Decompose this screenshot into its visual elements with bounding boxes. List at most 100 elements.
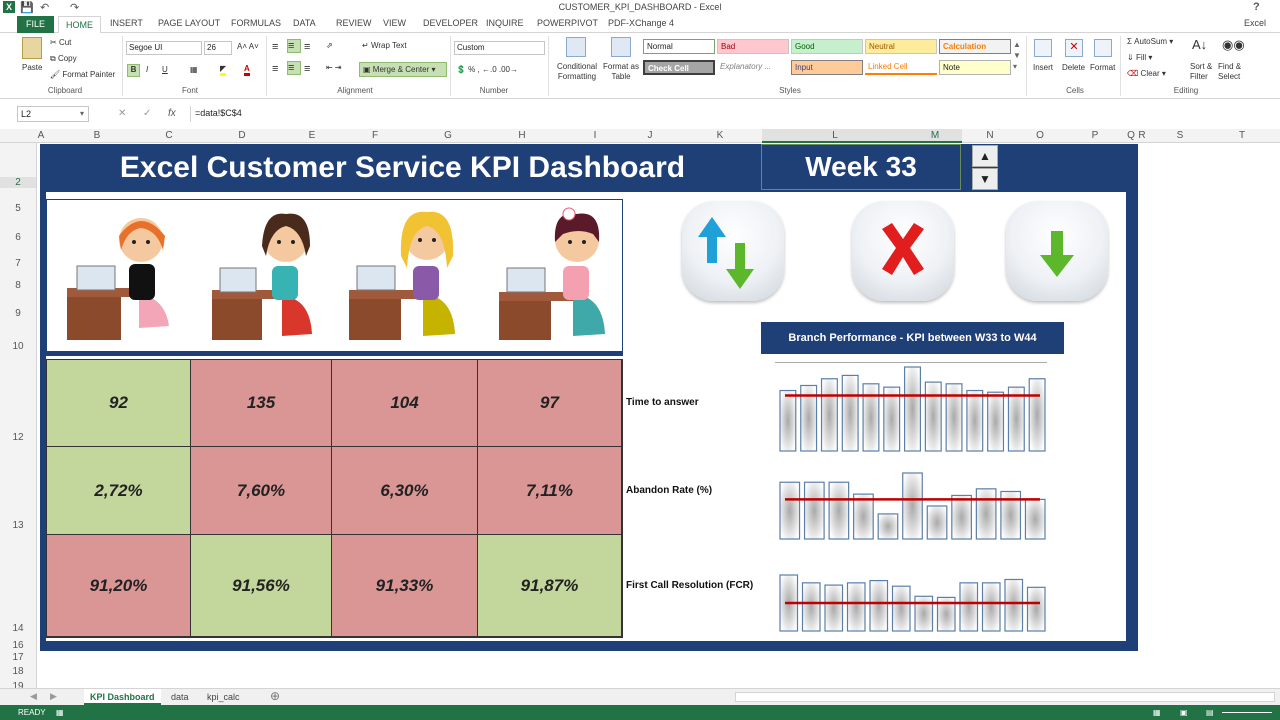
grow-font-icon[interactable]: A˄ A˅ <box>237 42 259 51</box>
styles-scroll-icon[interactable]: ▲ ▼ ▾ <box>1013 40 1021 71</box>
column-header[interactable]: H <box>518 130 526 141</box>
kpi-cell[interactable]: 92 <box>47 360 191 447</box>
trend-down-button[interactable] <box>1006 201 1108 301</box>
row-header[interactable]: 8 <box>15 280 21 291</box>
find-select-button[interactable]: Find & Select <box>1218 62 1242 81</box>
insert-function-icon[interactable]: fx <box>168 108 176 119</box>
save-icon[interactable]: 💾 <box>20 2 34 14</box>
cut-button[interactable]: ✂ Cut <box>50 38 72 47</box>
kpi-cell[interactable]: 7,11% <box>478 447 622 535</box>
week-up-button[interactable]: ▲ <box>972 145 998 167</box>
align-middle-icon[interactable]: ≡ <box>287 39 301 53</box>
kpi-cell[interactable]: 7,60% <box>191 447 332 535</box>
chevron-down-icon[interactable]: ▾ <box>80 109 85 118</box>
scroll-right-icon[interactable]: ▶ <box>50 691 57 701</box>
font-name-combo[interactable]: Segoe UI <box>126 41 202 55</box>
style-note[interactable]: Note <box>939 60 1011 75</box>
tab-review[interactable]: REVIEW <box>336 18 372 28</box>
accounting-format-icon[interactable]: 💲 % , ←.0 .00→ <box>456 65 518 74</box>
tab-data[interactable]: DATA <box>293 18 316 28</box>
tab-developer[interactable]: DEVELOPER <box>423 18 479 28</box>
insert-button[interactable]: Insert <box>1033 63 1054 72</box>
copy-button[interactable]: ⧉ Copy <box>50 54 77 63</box>
trend-up-down-button[interactable] <box>682 201 784 301</box>
column-header-selected[interactable]: M <box>908 129 962 143</box>
sort-filter-icon[interactable]: A↓ <box>1192 37 1208 52</box>
sheet-tab-data[interactable]: data <box>171 692 189 702</box>
kpi-cell[interactable]: 2,72% <box>47 447 191 535</box>
row-header[interactable]: 13 <box>12 520 24 531</box>
column-header[interactable]: N <box>986 130 994 141</box>
align-right-icon[interactable]: ≡ <box>304 63 311 75</box>
sort-filter-button[interactable]: Sort & Filter <box>1190 62 1213 81</box>
align-top-icon[interactable]: ≡ <box>272 41 279 53</box>
row-header[interactable]: 14 <box>12 623 24 634</box>
column-header[interactable]: A <box>37 130 45 141</box>
row-header[interactable]: 16 <box>12 640 24 651</box>
row-header[interactable]: 12 <box>12 432 24 443</box>
column-header[interactable]: Q <box>1127 130 1135 141</box>
format-button[interactable]: Format <box>1090 63 1116 72</box>
bold-button[interactable]: B <box>127 64 140 77</box>
redo-icon[interactable]: ↷ <box>70 2 80 14</box>
indent-icon[interactable]: ⇤ ⇥ <box>326 63 342 72</box>
tab-home[interactable]: HOME <box>58 16 101 34</box>
tab-file[interactable]: FILE <box>17 16 54 33</box>
style-neutral[interactable]: Neutral <box>865 39 937 54</box>
column-header[interactable]: R <box>1138 130 1146 141</box>
style-good[interactable]: Good <box>791 39 863 54</box>
name-box[interactable]: L2 <box>17 106 89 122</box>
format-as-table-icon[interactable] <box>611 37 631 57</box>
align-left-icon[interactable]: ≡ <box>272 63 279 75</box>
binoculars-icon[interactable]: ◉◉ <box>1222 37 1245 52</box>
insert-cells-icon[interactable] <box>1034 39 1052 57</box>
kpi-cell[interactable]: 104 <box>332 360 478 447</box>
autosum-button[interactable]: Σ AutoSum ▾ <box>1127 37 1174 46</box>
kpi-cell[interactable]: 91,56% <box>191 535 332 637</box>
format-cells-icon[interactable] <box>1094 39 1112 57</box>
row-header[interactable]: 19 <box>12 681 24 692</box>
sheet-tab-kpi-calc[interactable]: kpi_calc <box>207 692 240 702</box>
align-bottom-icon[interactable]: ≡ <box>304 41 311 53</box>
conditional-formatting-button[interactable]: Conditional Formatting <box>556 62 598 81</box>
row-header[interactable]: 18 <box>12 666 24 677</box>
column-header[interactable]: P <box>1091 130 1099 141</box>
page-layout-view-icon[interactable]: ▣ <box>1180 708 1188 717</box>
conditional-formatting-icon[interactable] <box>566 37 586 57</box>
page-break-view-icon[interactable]: ▤ <box>1206 708 1214 717</box>
sheet-tab-kpi-dashboard[interactable]: KPI Dashboard <box>84 689 161 705</box>
style-explanatory[interactable]: Explanatory ... <box>720 62 772 71</box>
week-down-button[interactable]: ▼ <box>972 168 998 190</box>
fill-color-icon[interactable]: ◤ <box>220 64 227 76</box>
delete-button[interactable]: Delete <box>1062 63 1086 72</box>
column-header-selected[interactable]: L <box>762 129 908 143</box>
italic-button[interactable]: I <box>146 65 149 74</box>
row-header[interactable]: 10 <box>12 341 24 352</box>
column-header[interactable]: T <box>1238 130 1246 141</box>
tab-page-layout[interactable]: PAGE LAYOUT <box>158 18 221 28</box>
tab-pdf-xchange[interactable]: PDF-XChange 4 <box>608 18 675 28</box>
merge-center-button[interactable]: ▣ Merge & Center ▾ <box>359 62 447 77</box>
row-header[interactable]: 17 <box>12 652 24 663</box>
borders-icon[interactable]: ▦ <box>190 65 198 74</box>
help-icon[interactable]: ? <box>1253 1 1260 13</box>
style-input[interactable]: Input <box>791 60 863 75</box>
kpi-cell[interactable]: 135 <box>191 360 332 447</box>
paste-button[interactable]: Paste <box>22 63 43 72</box>
column-header[interactable]: F <box>371 130 379 141</box>
row-header[interactable]: 6 <box>15 232 21 243</box>
tab-inquire[interactable]: INQUIRE <box>486 18 524 28</box>
paste-icon[interactable] <box>22 37 42 59</box>
week-selector-cell[interactable]: Week 33 <box>761 144 961 190</box>
column-header[interactable]: G <box>444 130 452 141</box>
style-check-cell[interactable]: Check Cell <box>643 60 715 75</box>
column-header[interactable]: S <box>1176 130 1184 141</box>
kpi-cell[interactable]: 97 <box>478 360 622 447</box>
tab-formulas[interactable]: FORMULAS <box>231 18 282 28</box>
orientation-icon[interactable]: ⇗ <box>326 41 333 50</box>
style-bad[interactable]: Bad <box>717 39 789 54</box>
scroll-left-icon[interactable]: ◀ <box>30 691 37 701</box>
formula-input[interactable]: =data!$C$4 <box>190 106 1280 122</box>
horizontal-scrollbar[interactable] <box>735 692 1275 702</box>
add-sheet-icon[interactable]: ⊕ <box>270 689 281 703</box>
